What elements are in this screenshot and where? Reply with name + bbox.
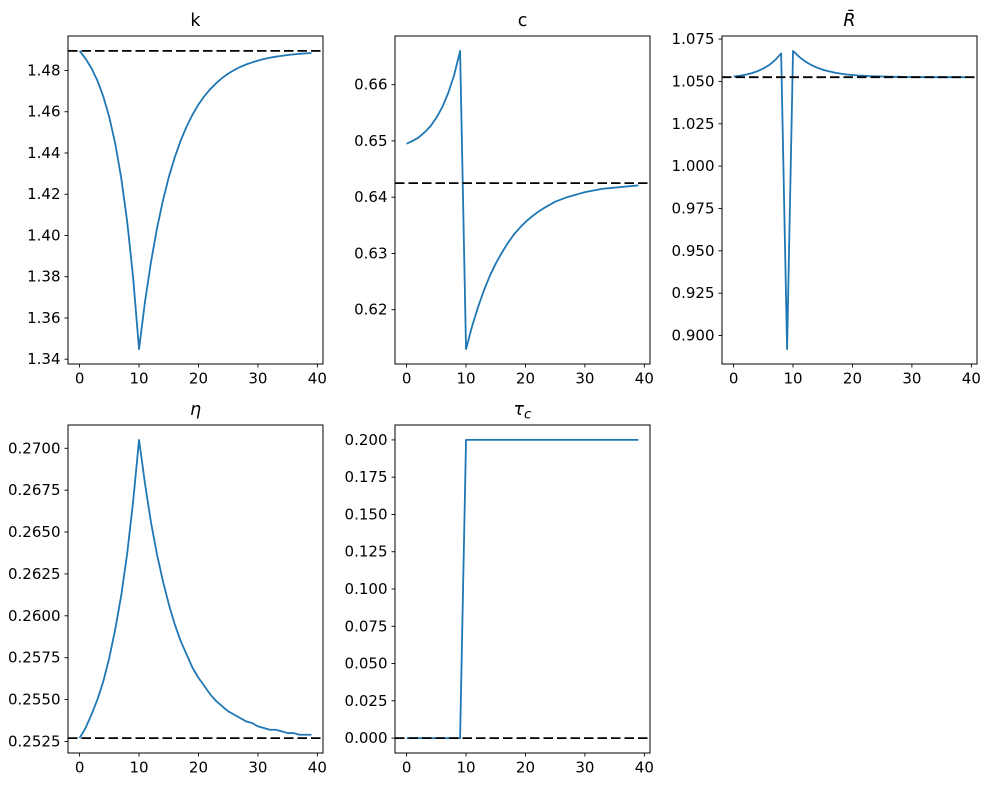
R_bar-axes-box bbox=[721, 35, 978, 365]
eta-axes-box bbox=[67, 424, 324, 754]
x-tick-label: 0 bbox=[402, 759, 412, 777]
R_bar-x-axis: 0 10 20 30 40 bbox=[729, 364, 981, 388]
y-tick-label: 1.36 bbox=[27, 309, 60, 327]
eta-y-axis: 0.2525 0.2550 0.2575 0.2600 0.2625 0.2650 0.26… bbox=[8, 439, 68, 750]
y-tick-label: 0.100 bbox=[345, 580, 388, 598]
x-tick-label: 40 bbox=[635, 370, 654, 388]
tau_c-transition-path-line bbox=[406, 439, 639, 739]
x-tick-label: 10 bbox=[456, 370, 475, 388]
y-tick-label: 0.925 bbox=[672, 284, 715, 302]
x-tick-label: 20 bbox=[516, 759, 535, 777]
tau_c-x-axis: 0 10 20 30 40 bbox=[402, 753, 654, 777]
k-x-axis: 0 10 20 30 40 bbox=[75, 364, 327, 388]
y-tick-label: 1.025 bbox=[672, 115, 715, 133]
subplot-tau_c: 0 10 20 30 400.0000.0250.0500.0750.1000.1250… bbox=[345, 400, 654, 777]
y-tick-label: 1.050 bbox=[672, 72, 715, 90]
x-tick-label: 40 bbox=[308, 370, 327, 388]
y-tick-label: 0.975 bbox=[672, 199, 715, 217]
x-tick-label: 0 bbox=[75, 370, 85, 388]
k-title: k bbox=[190, 11, 201, 31]
y-tick-label: 0.025 bbox=[345, 692, 388, 710]
x-tick-label: 0 bbox=[729, 370, 739, 388]
y-tick-label: 0.2575 bbox=[8, 649, 61, 667]
x-tick-label: 40 bbox=[635, 759, 654, 777]
y-tick-label: 0.2650 bbox=[8, 523, 61, 541]
y-tick-label: 0.050 bbox=[345, 655, 388, 673]
x-tick-label: 30 bbox=[575, 759, 594, 777]
y-tick-label: 1.40 bbox=[27, 226, 60, 244]
x-tick-label: 10 bbox=[129, 370, 148, 388]
y-tick-label: 0.200 bbox=[345, 431, 388, 449]
tau_c-title: τc bbox=[514, 400, 533, 423]
subplot-R_bar: 0 10 20 30 40 0.900 0.925 0.950 0.975 1.000 1.025 1… bbox=[672, 9, 981, 388]
y-tick-label: 0.125 bbox=[345, 543, 388, 561]
y-tick-label: 0.66 bbox=[354, 76, 387, 94]
R_bar-y-axis: 0.900 0.925 0.950 0.975 1.000 1.025 1.050 1.075 bbox=[672, 30, 722, 345]
tau_c-y-axis: 0.000 0.025 0.050 0.075 0.100 0.125 0.150 0.175… bbox=[345, 431, 395, 747]
subplot-k: 0 10 20 30 40 1.34 1.36 1.38 1.40 1.42 1.44 1.46 1.4… bbox=[27, 11, 327, 388]
y-tick-label: 0.2600 bbox=[8, 607, 61, 625]
y-tick-label: 0.2625 bbox=[8, 565, 61, 583]
x-tick-label: 30 bbox=[902, 370, 921, 388]
y-tick-label: 1.46 bbox=[27, 103, 60, 121]
x-tick-label: 20 bbox=[516, 370, 535, 388]
y-tick-label: 0.075 bbox=[345, 617, 388, 635]
k-transition-path-line bbox=[78, 50, 312, 350]
x-tick-label: 0 bbox=[75, 759, 85, 777]
x-tick-label: 0 bbox=[402, 370, 412, 388]
tau_c-axes-box bbox=[394, 424, 651, 754]
eta-transition-path-line bbox=[78, 439, 312, 739]
R_bar-transition-path-line bbox=[733, 50, 966, 350]
subplot-eta: 0 10 20 30 400.25250.25500.25750.26000.26250… bbox=[8, 400, 327, 777]
y-tick-label: 0.2700 bbox=[8, 439, 61, 457]
x-tick-label: 40 bbox=[308, 759, 327, 777]
x-tick-label: 10 bbox=[129, 759, 148, 777]
c-y-axis: 0.62 0.63 0.64 0.65 0.66 bbox=[354, 76, 395, 319]
y-tick-label: 0.62 bbox=[354, 301, 387, 319]
y-tick-label: 0.65 bbox=[354, 132, 387, 150]
x-tick-label: 30 bbox=[248, 759, 267, 777]
c-axes-box bbox=[394, 35, 651, 365]
k-y-axis: 1.34 1.36 1.38 1.40 1.42 1.44 1.46 1.48 bbox=[27, 61, 68, 368]
tau_c-title-subscript: c bbox=[524, 407, 532, 423]
y-tick-label: 0.000 bbox=[345, 729, 388, 747]
eta-x-axis: 0 10 20 30 40 bbox=[75, 753, 327, 777]
c-title: c bbox=[518, 11, 528, 31]
y-tick-label: 0.2550 bbox=[8, 691, 61, 709]
y-tick-label: 1.42 bbox=[27, 185, 60, 203]
subplot-c: 0 10 20 30 40 0.62 0.63 0.64 0.65 0.66 c bbox=[354, 11, 654, 388]
y-tick-label: 1.44 bbox=[27, 144, 60, 162]
c-transition-path-line bbox=[406, 50, 639, 350]
y-tick-label: 0.950 bbox=[672, 242, 715, 260]
y-tick-label: 1.075 bbox=[672, 30, 715, 48]
y-tick-label: 1.000 bbox=[672, 157, 715, 175]
x-tick-label: 20 bbox=[189, 370, 208, 388]
x-tick-label: 20 bbox=[843, 370, 862, 388]
x-tick-label: 10 bbox=[456, 759, 475, 777]
y-tick-label: 0.175 bbox=[345, 468, 388, 486]
R_bar-title: R̄ bbox=[843, 9, 855, 31]
x-tick-label: 10 bbox=[783, 370, 802, 388]
y-tick-label: 1.38 bbox=[27, 268, 60, 286]
y-tick-label: 0.64 bbox=[354, 188, 387, 206]
eta-title: η bbox=[190, 400, 201, 420]
y-tick-label: 0.900 bbox=[672, 327, 715, 345]
y-tick-label: 0.2675 bbox=[8, 481, 61, 499]
c-x-axis: 0 10 20 30 40 bbox=[402, 364, 654, 388]
y-tick-label: 0.2525 bbox=[8, 732, 61, 750]
x-tick-label: 20 bbox=[189, 759, 208, 777]
y-tick-label: 0.63 bbox=[354, 244, 387, 262]
y-tick-label: 0.150 bbox=[345, 505, 388, 523]
k-axes-box bbox=[67, 35, 324, 365]
x-tick-label: 40 bbox=[962, 370, 981, 388]
x-tick-label: 30 bbox=[248, 370, 267, 388]
y-tick-label: 1.34 bbox=[27, 350, 60, 368]
x-tick-label: 30 bbox=[575, 370, 594, 388]
y-tick-label: 1.48 bbox=[27, 61, 60, 79]
